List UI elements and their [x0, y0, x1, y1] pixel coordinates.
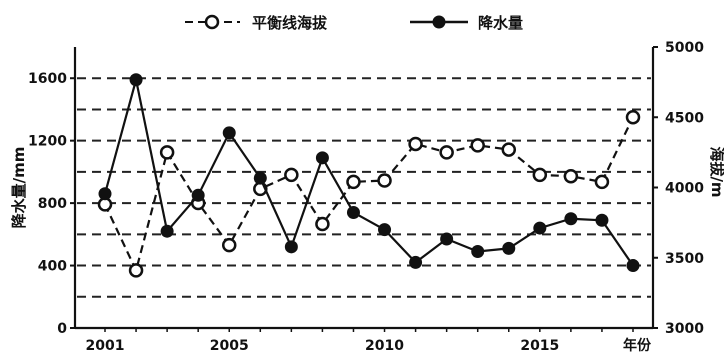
y-axis-left-title: 降水量/mm [10, 147, 28, 229]
y-right-tick-label: 4000 [665, 181, 704, 197]
y-left-tick-label: 800 [38, 196, 67, 212]
data-point-balance-line [563, 169, 579, 184]
data-point-precipitation [533, 221, 547, 235]
x-tick-label: 2015 [520, 338, 559, 354]
data-point-balance-line [532, 167, 548, 183]
axes [73, 47, 655, 330]
y-right-tick-label: 3000 [665, 321, 704, 337]
legend-precip-marker [432, 15, 446, 29]
data-point-precipitation [98, 187, 112, 201]
data-point-precipitation [440, 232, 454, 246]
data-point-precipitation [409, 255, 423, 269]
data-point-balance-line [128, 263, 144, 278]
y-right-tick-label: 4500 [665, 110, 704, 126]
data-point-precipitation [222, 126, 236, 140]
data-point-precipitation [471, 245, 485, 259]
data-point-precipitation [595, 213, 609, 227]
x-tick-label: 2010 [365, 338, 404, 354]
data-point-precipitation [253, 171, 267, 185]
y-left-tick-label: 0 [57, 321, 67, 337]
data-point-precipitation [564, 212, 578, 226]
grid [77, 77, 651, 298]
y-right-tick-label: 3500 [665, 251, 704, 267]
x-axis-title: 年份 [623, 337, 652, 354]
data-point-balance-line [594, 174, 610, 190]
data-point-precipitation [315, 151, 329, 165]
data-point-precipitation [191, 188, 205, 202]
y-left-tick-label: 400 [38, 259, 67, 275]
data-point-balance-line [221, 237, 237, 253]
legend-balance-marker [204, 14, 220, 30]
data-point-balance-line [625, 110, 641, 125]
y-right-tick-label: 5000 [665, 40, 704, 56]
data-point-precipitation [284, 240, 298, 254]
x-tick-label: 2005 [210, 338, 249, 354]
data-point-balance-line [408, 136, 423, 152]
y-left-tick-label: 1200 [28, 134, 67, 150]
data-point-precipitation [378, 223, 392, 237]
y-left-tick-label: 1600 [28, 71, 67, 87]
data-point-balance-line [284, 167, 299, 183]
data-point-precipitation [160, 224, 174, 238]
data-point-precipitation [626, 259, 640, 273]
y-axis-right-title: 海拔/m [708, 146, 724, 197]
data-point-precipitation [502, 241, 516, 255]
data-point-balance-line [439, 145, 454, 160]
data-point-balance-line [377, 173, 392, 188]
x-tick-label: 2001 [86, 338, 125, 354]
data-point-precipitation [129, 73, 143, 87]
data-point-balance-line [501, 142, 517, 157]
data-point-balance-line [346, 174, 361, 190]
legend-label-balance-line: 平衡线海拔 [252, 14, 328, 32]
data-point-precipitation [346, 205, 360, 219]
data-point-balance-line [470, 138, 485, 153]
series [97, 73, 641, 278]
data-point-balance-line [315, 216, 330, 232]
legend-label-precipitation: 降水量 [478, 14, 523, 32]
data-point-balance-line [159, 145, 175, 160]
legend: 平衡线海拔 降水量 [185, 14, 523, 32]
ticks: 0 400 800 1200 1600 3000 3500 4000 4500 5000 2001 2… [28, 40, 704, 354]
